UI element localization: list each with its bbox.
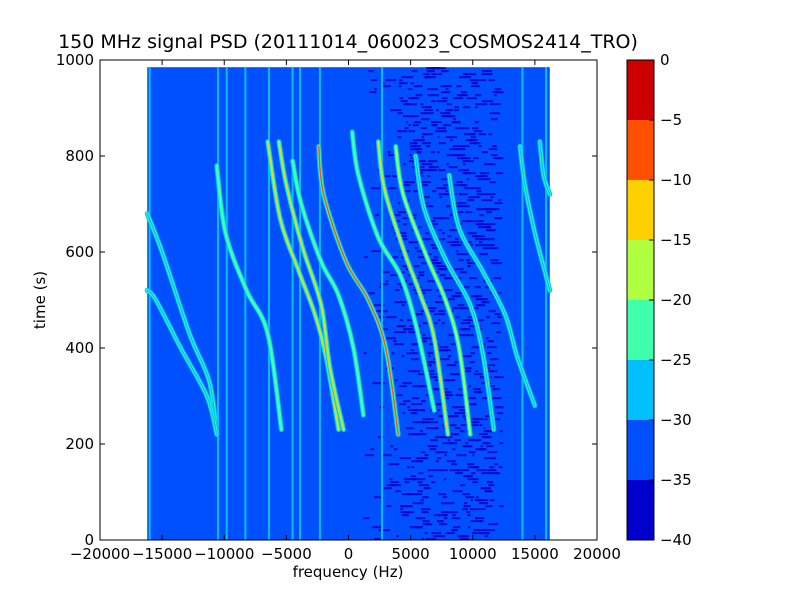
- doppler-track: [537, 139, 553, 197]
- colorbar-tick-label: −25: [660, 351, 692, 369]
- y-tick-label: 800: [65, 147, 94, 165]
- colorbar-level: [627, 480, 654, 540]
- x-axis: −20000 −15000 −10000 −5000 0 5000 10000 15000 20…: [70, 60, 621, 563]
- doppler-track: [144, 287, 220, 437]
- x-tick-label: −10000: [194, 545, 254, 563]
- x-tick-label: −15000: [132, 545, 192, 563]
- y-tick-label: 400: [65, 339, 94, 357]
- y-tick-label: 1000: [56, 51, 94, 69]
- heatmap-background: [147, 67, 550, 540]
- y-tick-label: 200: [65, 435, 94, 453]
- colorbar-level: [627, 60, 654, 120]
- colorbar-level: [627, 180, 654, 240]
- colorbar-tick-label: −10: [660, 171, 692, 189]
- colorbar-axis: 0 −5 −10 −15 −20 −25 −30 −35 −40: [649, 51, 692, 549]
- colorbar-tick-label: −20: [660, 291, 692, 309]
- x-axis-label: frequency (Hz): [293, 563, 404, 581]
- doppler-track: [375, 139, 451, 437]
- colorbar-tick-label: −35: [660, 471, 692, 489]
- colorbar-tick-label: 0: [660, 51, 670, 69]
- colorbar-level: [627, 420, 654, 480]
- doppler-track: [393, 143, 473, 437]
- x-tick-label: 5000: [392, 545, 430, 563]
- y-tick-label: 0: [84, 531, 94, 549]
- noise-band: [363, 67, 504, 540]
- y-axis-label: time (s): [31, 271, 49, 329]
- y-axis: 0 200 400 600 800 1000: [56, 51, 597, 549]
- x-tick-label: 0: [344, 545, 354, 563]
- colorbar-tick-label: −15: [660, 231, 692, 249]
- x-tick-label: −20000: [70, 545, 130, 563]
- x-tick-label: 20000: [573, 545, 621, 563]
- x-tick-label: 15000: [511, 545, 559, 563]
- x-tick-label: −5000: [261, 545, 312, 563]
- doppler-track: [446, 172, 538, 409]
- colorbar-tick-label: −30: [660, 411, 692, 429]
- doppler-track: [349, 129, 437, 413]
- x-tick-label: 10000: [449, 545, 497, 563]
- colorbar-level: [627, 240, 654, 300]
- colorbar-tick-label: −5: [660, 111, 682, 129]
- heatmap: [144, 67, 553, 540]
- doppler-track: [290, 158, 366, 418]
- y-tick-label: 600: [65, 243, 94, 261]
- chart-title: 150 MHz signal PSD (20111014_060023_COSM…: [58, 31, 638, 53]
- colorbar-level: [627, 360, 654, 420]
- colorbar-level: [627, 120, 654, 180]
- colorbar-tick-label: −40: [660, 531, 692, 549]
- doppler-track: [276, 139, 347, 433]
- colorbar: [627, 60, 654, 540]
- doppler-track: [214, 163, 284, 433]
- colorbar-level: [627, 300, 654, 360]
- doppler-track: [316, 143, 401, 437]
- doppler-track: [413, 153, 497, 433]
- doppler-track: [144, 211, 220, 437]
- doppler-track: [517, 143, 553, 293]
